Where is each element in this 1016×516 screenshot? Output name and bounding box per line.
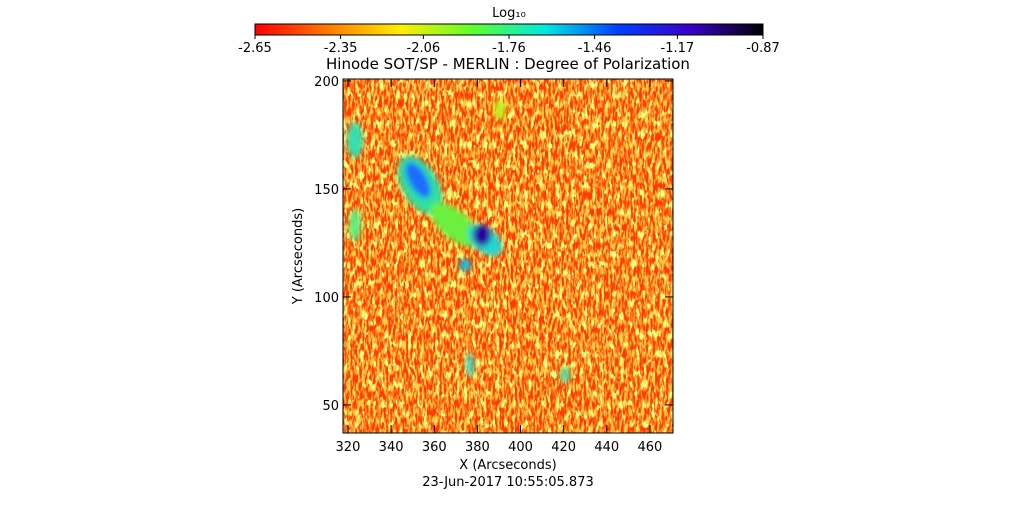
- y-tick-label: 200: [314, 75, 339, 90]
- x-tick-label: 380: [465, 440, 490, 455]
- x-tick-label: 400: [508, 440, 533, 455]
- colorbar-label: Log₁₀: [492, 6, 526, 21]
- colorbar-tick-label: -1.76: [492, 41, 526, 56]
- colorbar-tick-label: -2.06: [407, 41, 441, 56]
- y-tick-label: 50: [322, 399, 339, 414]
- y-axis-label: Y (Arcseconds): [291, 208, 306, 305]
- x-axis-label: X (Arcseconds): [459, 458, 556, 473]
- footnote: 23-Jun-2017 10:55:05.873: [422, 475, 594, 490]
- y-tick-label: 100: [314, 291, 339, 306]
- x-tick-label: 320: [336, 440, 361, 455]
- x-tick-label: 440: [594, 440, 619, 455]
- chart-title: Hinode SOT/SP - MERLIN : Degree of Polar…: [326, 55, 690, 73]
- x-tick-label: 420: [551, 440, 576, 455]
- colorbar-tick-label: -2.65: [238, 41, 272, 56]
- x-tick-label: 340: [379, 440, 404, 455]
- colorbar-tick-label: -1.46: [578, 41, 612, 56]
- colorbar-tick-label: -2.35: [324, 41, 358, 56]
- y-tick-label: 150: [314, 183, 339, 198]
- colorbar-tick-label: -1.17: [661, 41, 695, 56]
- colorbar: [254, 23, 764, 36]
- x-tick-label: 360: [422, 440, 447, 455]
- plot-frame: [342, 78, 674, 434]
- x-tick-label: 460: [638, 440, 663, 455]
- colorbar-tick-label: -0.87: [746, 41, 780, 56]
- image: [343, 79, 673, 433]
